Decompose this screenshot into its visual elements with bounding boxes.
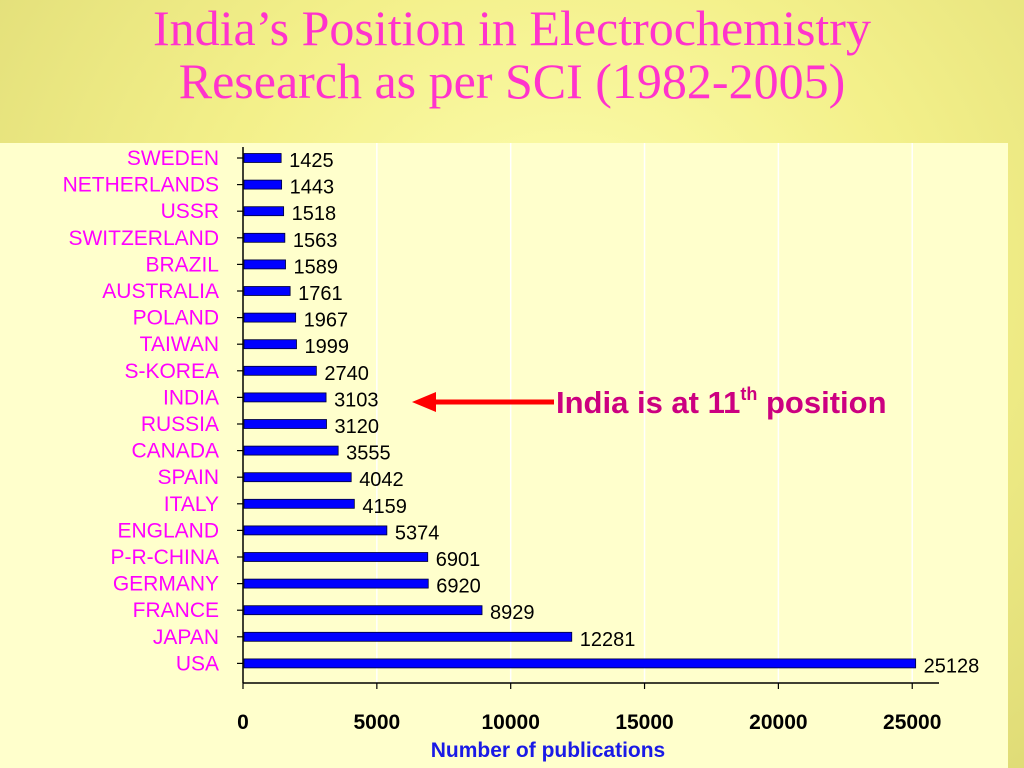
value-label: 1563 (293, 230, 338, 252)
x-tick-label: 10000 (481, 711, 539, 734)
x-tick-label: 5000 (353, 711, 400, 734)
category-label: S-KOREA (124, 360, 219, 383)
bars (243, 153, 917, 669)
category-label: INDIA (163, 386, 219, 409)
category-label: AUSTRALIA (102, 280, 219, 303)
category-label: CANADA (131, 440, 219, 463)
value-label: 1967 (304, 310, 349, 332)
value-label: 1999 (305, 336, 350, 358)
bar-japan (243, 631, 573, 642)
value-label: 4042 (359, 469, 404, 491)
value-label: 3555 (346, 443, 391, 465)
value-label: 25128 (924, 655, 980, 677)
value-label: 1443 (290, 177, 335, 199)
callout-superscript: th (740, 384, 758, 404)
category-label: RUSSIA (141, 413, 219, 436)
x-tick-label: 0 (237, 711, 249, 734)
bar-australia (243, 286, 291, 296)
bar-russia (243, 419, 327, 429)
value-label: 6920 (436, 576, 481, 598)
bar-ussr (243, 206, 285, 217)
category-label: SWITZERLAND (68, 227, 219, 250)
category-label: ITALY (164, 493, 219, 516)
x-tick-label: 15000 (615, 711, 673, 734)
bar-poland (243, 312, 297, 323)
category-label: POLAND (133, 307, 219, 330)
x-axis-title: Number of publications (431, 739, 666, 762)
category-label: GERMANY (113, 573, 219, 596)
bar-s-korea (243, 365, 317, 376)
callout-text: India is at 11th position (556, 384, 887, 421)
value-label: 3103 (334, 389, 379, 411)
value-label: 2740 (324, 363, 369, 385)
bar-taiwan (243, 339, 297, 350)
category-label: BRAZIL (145, 253, 219, 276)
bar-switzerland (243, 232, 286, 243)
value-label: 1518 (292, 203, 337, 225)
bar-p-r-china (243, 552, 429, 562)
gridlines (376, 143, 913, 683)
bar-italy (243, 498, 355, 509)
value-label: 3120 (335, 416, 380, 438)
category-label: ENGLAND (117, 519, 219, 542)
value-label: 12281 (580, 629, 636, 651)
bar-germany (243, 578, 429, 589)
category-label: NETHERLANDS (63, 174, 219, 197)
value-label: 8929 (490, 602, 535, 624)
category-label: SWEDEN (127, 147, 219, 170)
x-tick-label: 20000 (749, 711, 807, 734)
bar-canada (243, 445, 339, 456)
bar-netherlands (243, 179, 283, 190)
bar-chart: SWEDEN 1425 NETHERLANDS 1443 USSR 1518 SWITZER… (63, 143, 980, 762)
axes: SWEDEN 1425 NETHERLANDS 1443 USSR 1518 SWITZER… (63, 147, 980, 734)
category-label: USA (176, 652, 219, 675)
category-label: TAIWAN (140, 333, 219, 356)
value-label: 1761 (298, 283, 343, 305)
bar-france (243, 605, 483, 616)
category-label: SPAIN (158, 466, 219, 489)
x-tick-label: 25000 (883, 711, 941, 734)
bar-india (243, 392, 327, 403)
title-line-2: Research as per SCI (1982-2005) (178, 53, 846, 109)
category-label: P-R-CHINA (111, 546, 220, 569)
value-label: 4159 (362, 496, 407, 518)
value-label: 5374 (395, 522, 440, 544)
bar-brazil (243, 259, 286, 270)
bar-spain (243, 472, 352, 483)
callout-arrow-icon (412, 392, 554, 412)
callout-suffix: position (757, 385, 887, 420)
title-line-1: India’s Position in Electrochemistry (153, 0, 871, 56)
callout-prefix: India is at 11 (556, 385, 741, 420)
bar-england (243, 525, 388, 536)
bar-sweden (243, 153, 282, 163)
slide-title: India’s Position in Electrochemistry Res… (0, 0, 1024, 108)
category-label: FRANCE (133, 599, 219, 622)
value-label: 6901 (436, 549, 481, 571)
value-label: 1425 (289, 150, 334, 172)
category-label: JAPAN (153, 626, 219, 649)
value-label: 1589 (294, 256, 339, 278)
bar-usa (243, 658, 917, 669)
category-label: USSR (161, 200, 219, 223)
